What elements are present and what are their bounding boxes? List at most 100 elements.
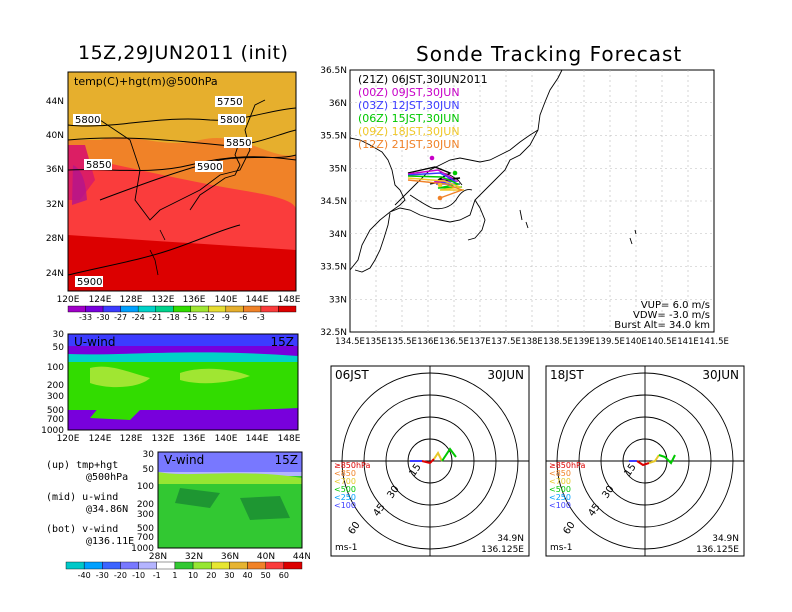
- colorbar-swatch: [120, 561, 139, 570]
- lon-tick: 138.5E: [543, 337, 573, 347]
- colorbar-tick: -24: [132, 313, 145, 320]
- pressure-tick: 30: [143, 450, 155, 460]
- vwind-time: 15Z: [275, 453, 299, 467]
- param-vdw: VDW= -3.0 m/s: [633, 310, 710, 321]
- note-item: (up) tmp+hgt @500hPa: [46, 460, 129, 483]
- colorbar-swatch: [229, 561, 248, 570]
- hodo-level-legend: ≥850hPa <850 <700 <500 <250 <100: [549, 461, 586, 510]
- hodo-unit: ms-1: [335, 543, 357, 553]
- lat-tick: 32N: [46, 200, 64, 210]
- uwind-label: U-wind: [74, 335, 115, 349]
- colorbar-swatch: [174, 561, 194, 570]
- temperature-colorbar: -33 -30 -27 -24 -21 -18 -15 -12 -9 -6 -3: [67, 305, 297, 320]
- colorbar-tick: -27: [114, 313, 127, 320]
- colorbar-tick: -10: [132, 571, 145, 580]
- lon-tick: 134.5E: [335, 337, 365, 347]
- contour-label: 5750: [217, 97, 242, 108]
- lon-tick: 140E: [215, 295, 238, 305]
- colorbar-tick: 1: [172, 571, 177, 580]
- lon-tick: 124E: [89, 295, 112, 305]
- colorbar-tick: -9: [222, 313, 230, 320]
- colorbar-swatch: [102, 561, 121, 570]
- colorbar-swatch: [260, 305, 279, 313]
- colorbar-swatch: [190, 305, 209, 313]
- colorbar-swatch: [283, 561, 303, 570]
- contour-label: 5900: [77, 277, 102, 288]
- hodo-lon: 136.125E: [696, 545, 739, 555]
- svg-text:<700: <700: [334, 477, 356, 486]
- lon-tick: 128E: [120, 295, 143, 305]
- lat-tick: 35.5N: [320, 132, 347, 142]
- lon-tick: 140.5E: [647, 337, 677, 347]
- lon-tick: 144E: [246, 295, 269, 305]
- hodo-curve: [629, 454, 676, 467]
- colorbar-tick: -40: [78, 571, 91, 580]
- colorbar-tick: -12: [202, 313, 215, 320]
- lat-tick: 34N: [329, 230, 347, 240]
- lon-tick: 137E: [469, 337, 491, 347]
- lon-tick: 136E: [183, 434, 206, 444]
- pressure-tick: 500: [47, 406, 64, 416]
- vwind-label: V-wind: [164, 453, 204, 467]
- lat-tick: 32N: [185, 552, 203, 562]
- colorbar-swatch: [85, 305, 104, 313]
- track-gridlines: [350, 70, 714, 332]
- lat-tick: 36N: [329, 99, 347, 109]
- map-500hpa-label: temp(C)+hgt(m)@500hPa: [74, 75, 218, 88]
- colorbar-tick: -6: [239, 313, 247, 320]
- colorbar-swatch: [173, 305, 191, 313]
- left-panel-title: 15Z,29JUN2011 (init): [78, 42, 289, 64]
- colorbar-tick: -30: [97, 313, 110, 320]
- colorbar-tick: -1: [153, 571, 161, 580]
- lat-tick: 36N: [46, 165, 64, 175]
- svg-text:≥850hPa: ≥850hPa: [334, 461, 371, 470]
- legend-item: (06Z) 15JST,30JUN: [358, 112, 460, 125]
- legend-item: (12Z) 21JST,30JUN: [358, 138, 460, 151]
- svg-text:≥850hPa: ≥850hPa: [549, 461, 586, 470]
- contour-label: 5850: [226, 138, 251, 149]
- hodograph-18jst: 18JST 30JUN 15 30 45 60 ≥850hPa <850 <70…: [545, 365, 745, 557]
- uwind-panel: U-wind 15Z 30 50 100 200 300 500 700 100…: [41, 330, 301, 444]
- hodo-lon: 136.125E: [481, 545, 524, 555]
- panel-notes: (up) tmp+hgt @500hPa (mid) u-wind @34.86…: [46, 460, 134, 548]
- colorbar-tick: 30: [224, 571, 234, 580]
- lat-tick: 36N: [221, 552, 239, 562]
- pressure-tick: 200: [47, 381, 64, 391]
- colorbar-swatch: [265, 561, 285, 570]
- lat-tick: 28N: [149, 552, 167, 562]
- lat-tick: 33N: [329, 295, 347, 305]
- colorbar-swatch: [83, 561, 103, 570]
- pressure-tick: 300: [137, 510, 154, 520]
- legend-item: (09Z) 18JST,30JUN: [358, 125, 460, 138]
- lat-tick: 36.5N: [320, 66, 347, 76]
- svg-text:<100: <100: [549, 501, 571, 510]
- colorbar-swatch: [137, 305, 156, 313]
- pressure-tick: 100: [137, 482, 154, 492]
- colorbar-tick: -18: [167, 313, 180, 320]
- colorbar-swatch: [156, 561, 176, 570]
- pressure-tick: 50: [53, 343, 65, 353]
- svg-text:<850: <850: [334, 469, 356, 478]
- colorbar-swatch: [208, 305, 227, 313]
- colorbar-swatch: [138, 561, 157, 570]
- uwind-time: 15Z: [271, 335, 295, 349]
- lon-tick: 128E: [120, 434, 143, 444]
- hodo-time: 06JST: [335, 368, 369, 382]
- pressure-tick: 200: [137, 500, 154, 510]
- lon-tick: 141.5E: [699, 337, 729, 347]
- wind-colorbar: -40 -30 -20 -10 -1 1 10 20 30 40 50 60: [65, 561, 303, 580]
- colorbar-swatch: [155, 305, 174, 313]
- pressure-tick: 1000: [41, 426, 64, 436]
- colorbar-swatch: [65, 561, 85, 570]
- pressure-tick: 300: [47, 392, 64, 402]
- lon-tick: 140E: [625, 337, 647, 347]
- lat-tick: 40N: [46, 131, 64, 141]
- lon-tick: 148E: [278, 295, 301, 305]
- svg-text:<850: <850: [549, 469, 571, 478]
- colorbar-swatch: [247, 561, 266, 570]
- param-vup: VUP= 6.0 m/s: [641, 300, 710, 311]
- map-500hpa-panel: 5750 5800 5800 5850 5850 5900 5900 temp(…: [46, 71, 301, 320]
- lon-tick: 120E: [57, 295, 80, 305]
- lat-tick: 33.5N: [320, 263, 347, 273]
- svg-text:<100: <100: [334, 501, 356, 510]
